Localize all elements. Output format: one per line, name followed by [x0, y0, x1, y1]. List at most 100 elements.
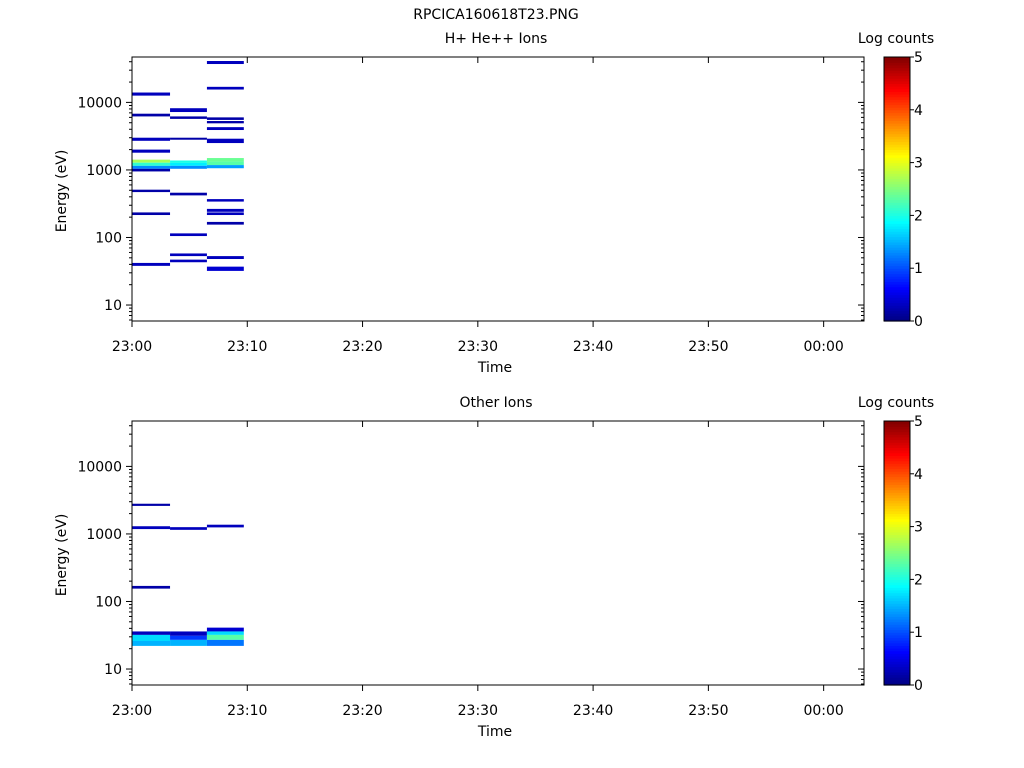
spectrogram-cell: [132, 503, 171, 506]
spectrogram-cell: [206, 165, 244, 169]
panel-title: Other Ions: [459, 395, 532, 411]
spectrogram-cell: [170, 253, 207, 257]
x-tick-label: 00:00: [803, 339, 843, 355]
spectrogram-cell: [132, 149, 171, 153]
x-tick-label: 23:40: [573, 703, 613, 719]
x-axis-ticks: [131, 57, 825, 327]
colorbar-tick-label: 5: [914, 50, 923, 66]
y-axis-label: Energy (eV): [54, 150, 70, 233]
spectrogram-cell: [132, 137, 171, 141]
spectrogram-cell: [170, 192, 207, 196]
spectrogram-cell: [132, 168, 171, 172]
y-tick-label: 10: [104, 662, 122, 678]
colorbar-tick-label: 1: [914, 625, 923, 641]
spectrogram-cell: [170, 162, 207, 166]
x-tick-label: 23:10: [227, 339, 267, 355]
x-tick-label: 23:00: [112, 339, 152, 355]
y-axis-ticks: [126, 425, 864, 685]
spectrogram-cell: [170, 160, 207, 163]
colorbar: 0 1 2 3 4 5 Log counts: [858, 395, 934, 694]
spectrogram-cell: [132, 212, 171, 216]
spectrogram-cell: [206, 208, 244, 212]
colorbar-tick-label: 2: [914, 208, 923, 224]
panel-h-he-ions: H+ He++ Ions 1 0 100 1000 10000 23:00 23:10 23:2…: [54, 31, 934, 376]
spectrogram-cell: [206, 221, 244, 225]
y-tick-label: 100: [95, 594, 122, 610]
spectrogram-cell: [132, 92, 171, 96]
y-tick-label: 1000: [86, 163, 122, 179]
spectrogram-cell: [206, 212, 244, 216]
spectrogram-cell: [206, 256, 244, 260]
y-tick-label: 10000: [77, 95, 122, 111]
colorbar-tick-label: 3: [914, 156, 923, 172]
spectrogram-cell: [132, 526, 171, 530]
spectrogram-cell: [132, 113, 171, 117]
colorbar-tick-label: 4: [914, 467, 923, 483]
spectrogram-cell: [206, 631, 244, 635]
x-tick-label: 23:50: [688, 703, 728, 719]
colorbar: 0 1 2 3 4 5 Log counts: [858, 31, 934, 330]
colorbar-tick-label: 4: [914, 103, 923, 119]
spectrogram-cell: [206, 138, 244, 144]
spectrogram-cell: [170, 116, 207, 119]
spectrogram-cell: [132, 640, 171, 646]
colorbar-tick-label: 2: [914, 572, 923, 588]
spectrogram-cell: [132, 585, 171, 589]
spectrogram-cell: [132, 162, 171, 166]
spectrogram-cell: [170, 639, 207, 646]
spectrogram-cell: [132, 159, 171, 163]
spectrogram-cell: [170, 108, 207, 113]
colorbar-tick-label: 5: [914, 414, 923, 430]
colorbar-label: Log counts: [858, 395, 934, 411]
plot-frame: [131, 420, 865, 686]
spectrogram-cell: [206, 634, 244, 640]
spectrogram-cell: [206, 524, 244, 528]
y-axis-ticks: [126, 61, 864, 321]
colorbar-tick-label: 0: [914, 314, 923, 330]
colorbar-tick-label: 1: [914, 261, 923, 277]
x-tick-label: 23:30: [458, 703, 498, 719]
spectrogram-cell: [206, 61, 244, 65]
figure-title: RPCICA160618T23.PNG: [413, 7, 578, 23]
spectrogram-cell: [132, 189, 171, 193]
x-tick-label: 23:20: [342, 339, 382, 355]
plot-frame: [131, 56, 865, 322]
spectrogram-cells: [132, 503, 244, 646]
x-tick-label: 23:50: [688, 339, 728, 355]
spectrogram-cell: [170, 233, 207, 237]
spectrogram-cell: [132, 631, 171, 635]
spectrogram-cell: [206, 199, 244, 202]
spectrogram-cell: [206, 127, 244, 131]
x-tick-label: 23:00: [112, 703, 152, 719]
spectrogram-cell: [132, 634, 171, 641]
spectrogram-cells: [132, 61, 244, 271]
spectrogram-cell: [206, 627, 244, 632]
spectrogram-cell: [206, 117, 244, 120]
y-tick-label: 1000: [86, 527, 122, 543]
x-tick-label: 23:20: [342, 703, 382, 719]
panel-title: H+ He++ Ions: [445, 31, 548, 47]
x-axis-label: Time: [477, 724, 512, 740]
x-tick-label: 00:00: [803, 703, 843, 719]
spectrogram-cell: [206, 639, 244, 646]
spectrogram-cell: [170, 165, 207, 169]
spectrogram-cell: [206, 266, 244, 271]
spectrogram-cell: [206, 158, 244, 162]
colorbar-tick-label: 0: [914, 678, 923, 694]
spectrogram-cell: [170, 631, 207, 636]
spectrogram-cell: [170, 635, 207, 640]
x-tick-label: 23:30: [458, 339, 498, 355]
colorbar-label: Log counts: [858, 31, 934, 47]
x-axis-ticks: [131, 421, 825, 691]
y-tick-label: 100: [95, 230, 122, 246]
x-tick-label: 23:10: [227, 703, 267, 719]
spectrogram-cell: [132, 262, 171, 266]
spectrogram-cell: [170, 259, 207, 263]
spectrogram-cell: [170, 137, 207, 140]
spectrogram-cell: [206, 121, 244, 124]
spectrogram-cell: [206, 161, 244, 166]
y-tick-label: 10000: [77, 459, 122, 475]
spectrogram-cell: [170, 527, 207, 530]
